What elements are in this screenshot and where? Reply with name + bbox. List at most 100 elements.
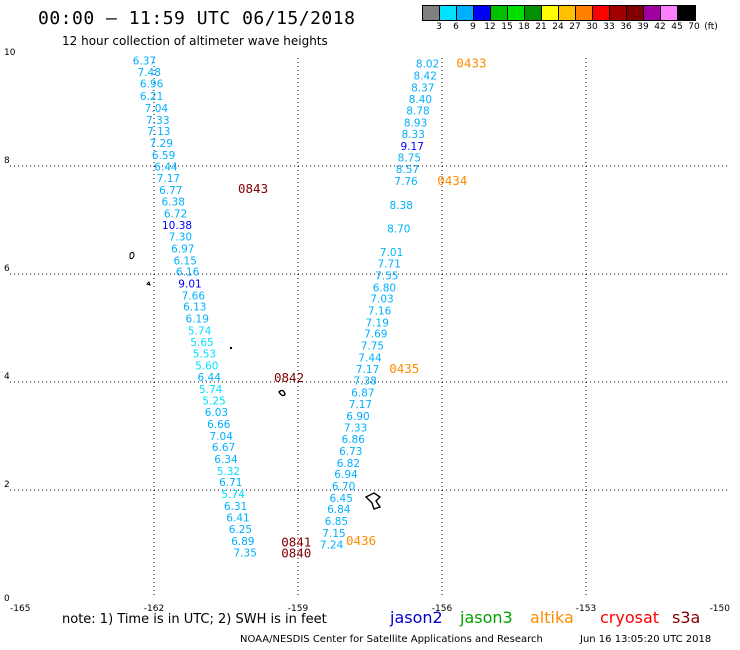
y-tick-label: 8 [4,156,10,166]
wave-height-label: 5.65 [190,337,213,349]
wave-height-label: 6.72 [164,208,187,220]
y-tick-label: 4 [4,372,10,382]
wave-height-label: 5.74 [199,384,223,396]
wave-height-label: 6.38 [162,196,185,208]
color-scale-label: 15 [501,22,513,32]
y-tick-label: 0 [4,594,10,604]
color-swatch [559,6,576,20]
wave-height-label: 7.19 [366,317,389,329]
wave-height-label: 6.31 [224,501,247,513]
wave-height-label: 8.42 [414,71,437,83]
wave-height-label: 7.13 [147,126,170,138]
wave-height-label: 6.90 [346,411,369,423]
color-scale-label: 42 [654,22,666,32]
y-tick-label: 6 [4,264,10,274]
color-swatch [542,6,559,20]
x-tick-label: -156 [432,604,453,614]
wave-height-label: 5.60 [195,361,218,373]
wave-height-label: 8.02 [416,59,439,71]
wave-height-label: 7.30 [169,232,192,244]
color-swatch [440,6,457,20]
wave-height-label: 6.71 [219,477,242,489]
wave-height-label: 6.44 [198,372,222,384]
wave-height-label: 6.15 [174,255,197,267]
x-tick-label: -162 [144,604,164,614]
wave-height-label: 6.13 [183,302,206,314]
wave-height-label: 6.34 [214,454,238,466]
island-shape [278,389,286,397]
color-scale-label: 3 [436,22,442,32]
color-swatch [678,6,695,20]
color-swatch [610,6,627,20]
wave-height-label: 8.38 [390,200,413,212]
wave-height-label: 6.73 [339,446,362,458]
wave-height-label: 8.93 [404,118,427,130]
pass-time-label: 0435 [389,361,419,376]
wave-height-label: 7.44 [358,352,382,364]
wave-height-label: 7.03 [370,294,393,306]
color-scale-label: 27 [569,22,581,32]
wave-height-label: 5.74 [188,325,212,337]
satellite-legend-item: s3a [672,608,701,627]
color-scale-label: 18 [518,22,530,32]
color-scale-label: 21 [535,22,547,32]
color-swatch [661,6,678,20]
color-swatch [457,6,474,20]
map-subtitle: 12 hour collection of altimeter wave hei… [62,34,328,48]
wave-height-label: 7.55 [375,270,398,282]
x-tick-label: -153 [576,604,596,614]
color-swatch [644,6,661,20]
color-scale-label: 36 [620,22,632,32]
wave-height-label: 7.76 [394,176,418,188]
wave-height-label: 7.24 [320,539,344,551]
pass-time-label: 0433 [456,56,486,71]
wave-height-label: 7.33 [344,423,367,435]
color-swatch [576,6,593,20]
wave-height-label: 6.87 [351,388,374,400]
wave-height-label: 7.48 [138,67,161,79]
wave-height-label: 6.45 [330,493,353,505]
wave-height-label: 6.59 [152,150,175,162]
island-shape [364,492,382,510]
wave-height-label: 6.96 [140,79,164,91]
wave-height-label: 8.78 [406,106,429,118]
wave-height-label: 9.17 [401,141,424,153]
color-scale-label: (ft) [704,22,718,32]
wave-height-label: 7.66 [182,290,206,302]
satellite-legend-item: cryosat [600,608,660,627]
y-tick-label: 10 [4,48,16,58]
wave-height-label: 8.33 [402,129,425,141]
x-tick-label: -159 [288,604,309,614]
wave-height-label: 6.03 [205,407,228,419]
wave-height-label: 7.17 [349,399,372,411]
wave-height-label: 6.86 [342,434,366,446]
wave-height-label: 6.41 [226,512,249,524]
wave-height-label: 7.29 [150,138,173,150]
satellite-legend-item: jason3 [460,608,513,627]
color-swatch [627,6,644,20]
wave-height-label: 5.74 [222,489,246,501]
color-swatch [491,6,508,20]
wave-height-label: 6.16 [176,267,200,279]
footer-timestamp: Jun 16 13:05:20 UTC 2018 [580,634,712,645]
color-scale-label: 39 [637,22,649,32]
wave-height-label: 8.40 [409,94,432,106]
color-swatch [593,6,610,20]
color-scale-label: 24 [552,22,564,32]
wave-height-label: 7.35 [234,547,257,559]
wave-height-label: 7.16 [368,306,392,318]
wave-height-label: 7.04 [145,103,169,115]
color-swatch [474,6,491,20]
wave-height-label: 6.21 [140,91,163,103]
wave-height-label: 6.70 [332,481,355,493]
color-swatch [525,6,542,20]
pass-time-label: 0840 [281,546,311,561]
color-scale-label: 45 [671,22,683,32]
pass-time-label: 0842 [274,370,304,385]
wave-height-label: 7.04 [210,431,234,443]
color-scale-label: 9 [470,22,476,32]
wave-height-label: 9.01 [178,279,201,291]
pass-time-label: 0436 [346,533,376,548]
wave-height-label: 6.77 [159,185,182,197]
